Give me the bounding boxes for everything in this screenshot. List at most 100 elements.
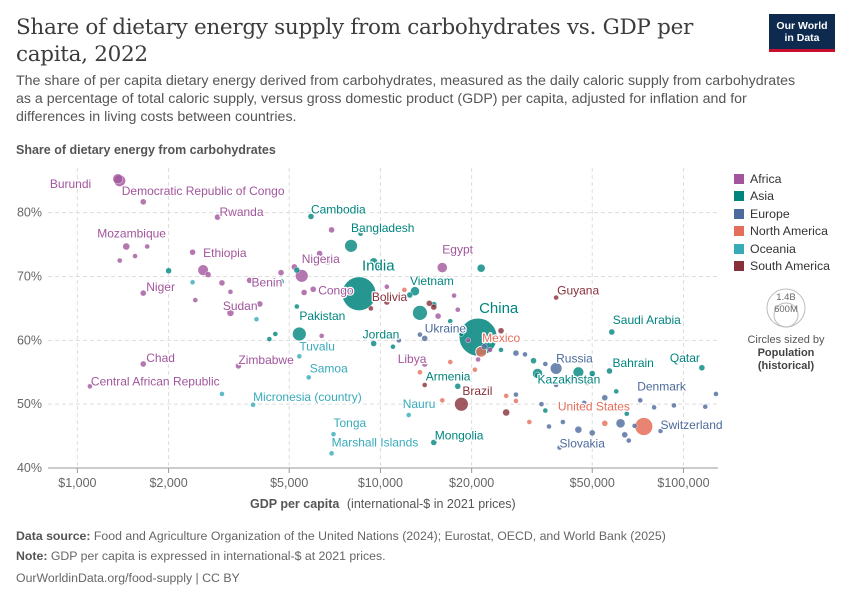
- data-point[interactable]: [430, 439, 437, 446]
- data-point[interactable]: [227, 289, 234, 295]
- data-point[interactable]: [214, 213, 221, 221]
- data-point[interactable]: [112, 173, 124, 185]
- data-point[interactable]: [553, 382, 559, 388]
- data-point[interactable]: [522, 351, 528, 358]
- data-point[interactable]: [631, 423, 638, 429]
- data-point[interactable]: [412, 304, 428, 321]
- data-point[interactable]: [87, 383, 93, 389]
- data-point[interactable]: [581, 400, 587, 406]
- data-point[interactable]: [122, 242, 130, 251]
- data-point[interactable]: [472, 367, 478, 373]
- data-point[interactable]: [417, 369, 423, 375]
- data-point[interactable]: [256, 300, 264, 308]
- data-point[interactable]: [144, 243, 150, 250]
- data-point[interactable]: [235, 362, 242, 370]
- data-point[interactable]: [140, 289, 147, 297]
- data-point[interactable]: [117, 257, 123, 264]
- data-point[interactable]: [293, 266, 301, 274]
- data-point[interactable]: [454, 383, 461, 390]
- data-point[interactable]: [341, 276, 377, 312]
- data-point[interactable]: [475, 356, 481, 363]
- data-point[interactable]: [447, 359, 453, 365]
- data-point[interactable]: [513, 391, 519, 398]
- data-point[interactable]: [492, 337, 499, 344]
- data-point[interactable]: [165, 267, 172, 274]
- data-point[interactable]: [422, 382, 428, 388]
- legend-item[interactable]: North America: [734, 223, 844, 241]
- legend-item[interactable]: Europe: [734, 205, 844, 223]
- data-point[interactable]: [328, 226, 335, 234]
- data-point[interactable]: [253, 316, 260, 322]
- data-point[interactable]: [309, 286, 317, 293]
- data-point[interactable]: [526, 419, 533, 425]
- data-point[interactable]: [713, 391, 719, 397]
- data-point[interactable]: [451, 292, 457, 299]
- legend-item[interactable]: South America: [734, 258, 844, 276]
- data-point[interactable]: [458, 331, 465, 337]
- data-point[interactable]: [589, 429, 596, 437]
- data-point[interactable]: [476, 264, 486, 273]
- data-point[interactable]: [189, 279, 196, 285]
- data-point[interactable]: [634, 417, 654, 436]
- data-point[interactable]: [549, 362, 563, 375]
- data-point[interactable]: [615, 418, 626, 429]
- data-point[interactable]: [384, 284, 390, 290]
- data-point[interactable]: [465, 337, 472, 344]
- data-point[interactable]: [575, 404, 582, 410]
- data-point[interactable]: [497, 327, 505, 334]
- data-point[interactable]: [266, 336, 273, 342]
- data-point[interactable]: [192, 297, 199, 303]
- data-point[interactable]: [277, 278, 285, 285]
- data-point[interactable]: [546, 423, 552, 430]
- data-point[interactable]: [626, 437, 632, 444]
- data-point[interactable]: [421, 335, 428, 342]
- data-point[interactable]: [363, 224, 370, 230]
- data-point[interactable]: [430, 303, 437, 311]
- data-point[interactable]: [300, 289, 308, 296]
- data-point[interactable]: [296, 353, 303, 359]
- data-point[interactable]: [434, 312, 442, 320]
- data-point[interactable]: [487, 347, 493, 353]
- data-point[interactable]: [480, 343, 488, 350]
- data-point[interactable]: [698, 364, 706, 371]
- data-point[interactable]: [671, 402, 677, 409]
- data-point[interactable]: [324, 258, 331, 266]
- data-point[interactable]: [370, 340, 377, 347]
- data-point[interactable]: [376, 262, 385, 272]
- data-point[interactable]: [553, 294, 559, 301]
- data-point[interactable]: [421, 360, 428, 368]
- data-point[interactable]: [583, 379, 591, 386]
- data-point[interactable]: [606, 367, 613, 375]
- legend-item[interactable]: Oceania: [734, 240, 844, 258]
- data-point[interactable]: [437, 262, 448, 273]
- data-point[interactable]: [651, 404, 657, 411]
- data-point[interactable]: [369, 257, 378, 267]
- data-point[interactable]: [328, 450, 335, 457]
- data-point[interactable]: [390, 344, 396, 350]
- data-point[interactable]: [621, 431, 628, 439]
- data-point[interactable]: [368, 305, 374, 312]
- data-point[interactable]: [513, 398, 519, 404]
- data-point[interactable]: [277, 269, 285, 276]
- data-point[interactable]: [318, 333, 325, 339]
- footer-url[interactable]: OurWorldinData.org/food-supply | CC BY: [16, 571, 240, 585]
- data-point[interactable]: [608, 328, 615, 336]
- data-point[interactable]: [702, 404, 708, 410]
- data-point[interactable]: [538, 401, 545, 407]
- data-point[interactable]: [542, 407, 548, 414]
- data-point[interactable]: [291, 326, 307, 342]
- data-point[interactable]: [498, 347, 504, 353]
- data-point[interactable]: [512, 349, 520, 357]
- legend-item[interactable]: Africa: [734, 170, 844, 188]
- data-point[interactable]: [219, 391, 225, 397]
- data-point[interactable]: [140, 198, 147, 206]
- data-point[interactable]: [657, 428, 664, 434]
- data-point[interactable]: [226, 309, 235, 317]
- data-point[interactable]: [406, 412, 412, 418]
- data-point[interactable]: [406, 291, 413, 299]
- data-point[interactable]: [560, 419, 566, 425]
- data-point[interactable]: [542, 361, 548, 367]
- data-point[interactable]: [357, 231, 364, 237]
- owid-logo[interactable]: Our World in Data: [769, 14, 835, 52]
- data-point[interactable]: [637, 397, 643, 404]
